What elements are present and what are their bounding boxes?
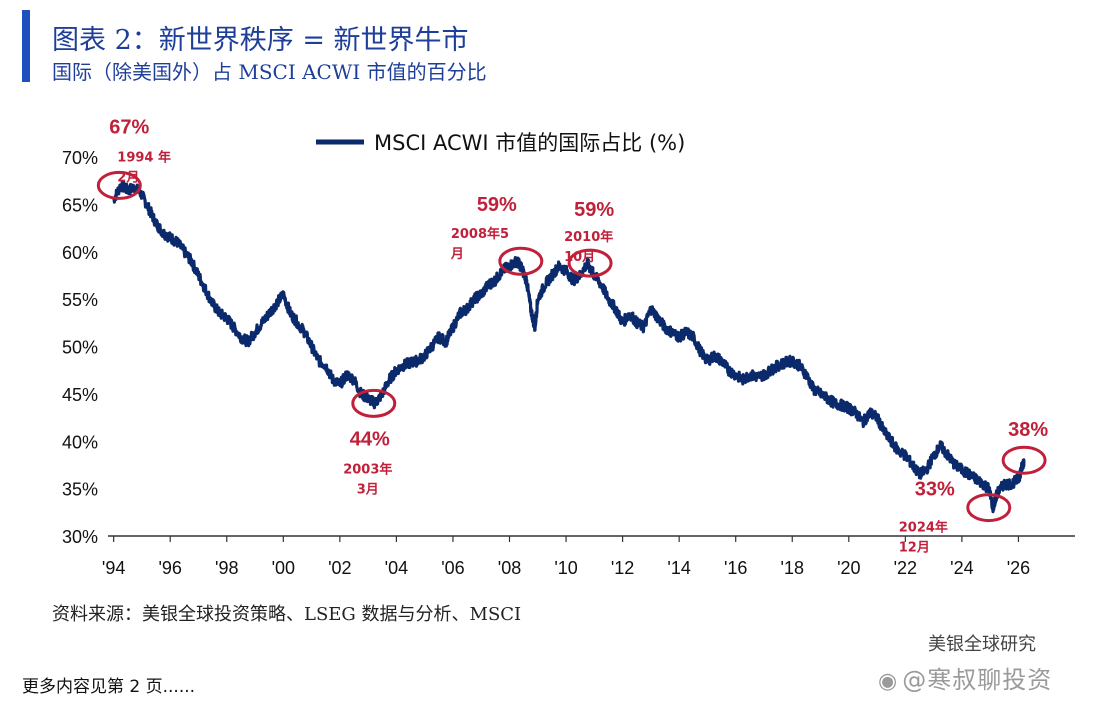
annotation-circle bbox=[351, 388, 397, 418]
y-tick-label: 60% bbox=[62, 243, 98, 263]
x-tick-label: '16 bbox=[724, 558, 747, 578]
chart-area: 70% 65% 60% 55% 50% 45% 40% 35% 30%'94 '96 '98 '00 '… bbox=[62, 116, 1075, 578]
x-tick-label: '20 bbox=[837, 558, 860, 578]
x-tick-label: '14 bbox=[667, 558, 690, 578]
more-content-note: 更多内容见第 2 页...... bbox=[22, 677, 196, 697]
x-tick-label: '26 bbox=[1007, 558, 1030, 578]
x-tick-label: '22 bbox=[894, 558, 917, 578]
annotation-value-label: 59% bbox=[574, 199, 614, 221]
legend-label: MSCI ACWI 市值的国际占比 (%) bbox=[374, 131, 685, 155]
watermark: ◉ @寒叔聊投资 bbox=[878, 660, 1052, 695]
source-note: 资料来源：美银全球投资策略、LSEG 数据与分析、MSCI bbox=[52, 604, 522, 625]
y-tick-label: 50% bbox=[62, 338, 98, 358]
annotation-date-label: 2月 bbox=[117, 170, 139, 185]
y-tick-label: 65% bbox=[62, 195, 98, 215]
x-tick-label: '94 bbox=[102, 558, 125, 578]
x-tick-label: '04 bbox=[385, 558, 408, 578]
annotation-date-label: 月 bbox=[450, 247, 464, 262]
annotation-circle bbox=[96, 170, 142, 200]
y-tick-label: 40% bbox=[62, 432, 98, 452]
annotation-value-label: 59% bbox=[477, 194, 517, 216]
credit-label: 美银全球研究 bbox=[928, 634, 1036, 655]
annotation-circle bbox=[567, 248, 613, 278]
annotation-date-label: 3月 bbox=[357, 482, 379, 497]
y-tick-label: 35% bbox=[62, 480, 98, 500]
weibo-icon: ◉ bbox=[878, 669, 899, 694]
annotation-circle bbox=[1001, 445, 1047, 475]
x-tick-label: '10 bbox=[554, 558, 577, 578]
x-tick-label: '08 bbox=[498, 558, 521, 578]
chart-title: 图表 2：新世界秩序 = 新世界牛市 bbox=[52, 25, 469, 56]
annotation-value-label: 33% bbox=[915, 479, 955, 501]
annotation-date-label: 10月 bbox=[564, 250, 595, 265]
x-tick-label: '24 bbox=[950, 558, 973, 578]
annotation-date-label: 2008年5 bbox=[451, 226, 509, 242]
series-line-intl-share bbox=[112, 180, 1026, 514]
x-tick-label: '96 bbox=[158, 558, 181, 578]
y-tick-label: 70% bbox=[62, 148, 98, 168]
y-tick-label: 45% bbox=[62, 385, 98, 405]
y-tick-label: 55% bbox=[62, 290, 98, 310]
y-tick-label: 30% bbox=[62, 527, 98, 547]
x-tick-label: '12 bbox=[611, 558, 634, 578]
watermark-text: @寒叔聊投资 bbox=[902, 666, 1053, 694]
annotation-date-label: 2010年 bbox=[564, 229, 613, 245]
annotation-date-label: 1994 年 bbox=[117, 149, 171, 165]
annotation-date-label: 2024年 bbox=[899, 520, 948, 536]
chart-subtitle: 国际（除美国外）占 MSCI ACWI 市值的百分比 bbox=[52, 60, 487, 84]
x-tick-label: '06 bbox=[441, 558, 464, 578]
annotation-date-label: 12月 bbox=[899, 541, 930, 556]
x-tick-label: '98 bbox=[215, 558, 238, 578]
annotation-circle bbox=[498, 246, 544, 276]
annotation-circle bbox=[966, 493, 1012, 523]
x-tick-label: '02 bbox=[328, 558, 351, 578]
x-tick-label: '00 bbox=[272, 558, 295, 578]
annotation-value-label: 38% bbox=[1008, 419, 1048, 441]
x-tick-label: '18 bbox=[781, 558, 804, 578]
annotation-value-label: 44% bbox=[350, 428, 390, 450]
title-accent-bar bbox=[22, 10, 30, 82]
annotation-date-label: 2003年 bbox=[343, 461, 392, 477]
annotation-value-label: 67% bbox=[109, 116, 149, 138]
